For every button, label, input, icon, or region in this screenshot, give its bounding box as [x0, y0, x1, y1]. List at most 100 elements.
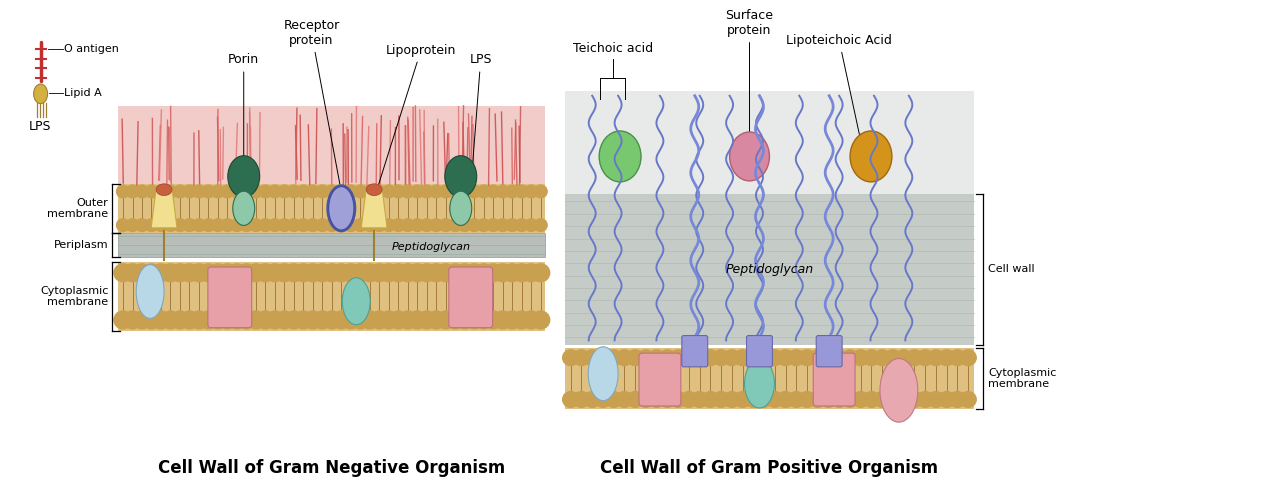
Circle shape [135, 185, 148, 198]
Circle shape [670, 392, 686, 407]
Text: Porin: Porin [229, 53, 259, 186]
Ellipse shape [366, 184, 382, 196]
Circle shape [448, 185, 462, 198]
Circle shape [126, 185, 139, 198]
Circle shape [766, 392, 783, 407]
Circle shape [475, 264, 493, 282]
Circle shape [420, 219, 433, 231]
Circle shape [342, 264, 360, 282]
Circle shape [313, 311, 332, 329]
Circle shape [114, 311, 132, 329]
Circle shape [345, 185, 358, 198]
Circle shape [522, 264, 540, 282]
Circle shape [304, 311, 322, 329]
Circle shape [342, 311, 360, 329]
Circle shape [268, 219, 281, 231]
Circle shape [180, 311, 198, 329]
Circle shape [183, 185, 195, 198]
Text: Cell wall: Cell wall [988, 265, 1036, 274]
Circle shape [734, 350, 751, 366]
Circle shape [392, 185, 405, 198]
Circle shape [724, 350, 739, 366]
Circle shape [638, 350, 654, 366]
Circle shape [842, 350, 858, 366]
Circle shape [276, 311, 294, 329]
Circle shape [531, 264, 549, 282]
Circle shape [494, 311, 512, 329]
Ellipse shape [156, 184, 172, 196]
Text: LPS: LPS [28, 120, 51, 133]
Text: Outer
membrane: Outer membrane [47, 197, 109, 219]
Circle shape [246, 264, 264, 282]
FancyBboxPatch shape [208, 267, 252, 328]
Circle shape [506, 219, 518, 231]
Circle shape [475, 311, 493, 329]
Circle shape [190, 311, 208, 329]
Circle shape [163, 219, 178, 231]
Circle shape [799, 350, 815, 366]
Circle shape [246, 311, 264, 329]
Circle shape [573, 350, 590, 366]
Circle shape [266, 311, 283, 329]
Circle shape [360, 264, 379, 282]
Circle shape [116, 219, 129, 231]
Circle shape [465, 264, 483, 282]
Circle shape [617, 392, 632, 407]
Circle shape [467, 219, 480, 231]
Circle shape [382, 185, 396, 198]
Circle shape [354, 185, 366, 198]
Circle shape [124, 264, 142, 282]
Circle shape [484, 264, 502, 282]
Circle shape [821, 350, 836, 366]
Circle shape [810, 350, 826, 366]
Circle shape [296, 219, 310, 231]
Circle shape [227, 264, 246, 282]
Circle shape [249, 219, 262, 231]
Circle shape [724, 392, 739, 407]
Circle shape [221, 185, 234, 198]
Circle shape [605, 350, 622, 366]
Circle shape [842, 392, 858, 407]
Circle shape [458, 219, 471, 231]
Circle shape [853, 350, 868, 366]
Circle shape [788, 350, 805, 366]
Ellipse shape [137, 265, 163, 318]
Circle shape [143, 264, 161, 282]
Circle shape [315, 219, 328, 231]
Circle shape [155, 185, 167, 198]
Circle shape [430, 185, 443, 198]
Circle shape [171, 264, 189, 282]
Circle shape [756, 392, 773, 407]
Circle shape [143, 311, 161, 329]
Circle shape [174, 185, 186, 198]
Circle shape [595, 392, 610, 407]
Circle shape [649, 392, 664, 407]
Circle shape [411, 185, 424, 198]
Circle shape [276, 264, 294, 282]
Circle shape [345, 219, 358, 231]
Ellipse shape [342, 278, 370, 325]
Text: Peptidoglycan: Peptidoglycan [725, 263, 813, 276]
Circle shape [907, 392, 922, 407]
Circle shape [446, 264, 465, 282]
Circle shape [917, 350, 933, 366]
Circle shape [326, 219, 338, 231]
Text: Cell Wall of Gram Negative Organism: Cell Wall of Gram Negative Organism [158, 459, 506, 477]
Circle shape [563, 392, 578, 407]
FancyBboxPatch shape [638, 353, 681, 406]
Circle shape [885, 350, 902, 366]
Circle shape [163, 185, 178, 198]
Circle shape [171, 311, 189, 329]
Circle shape [875, 350, 890, 366]
Circle shape [146, 185, 158, 198]
Circle shape [332, 264, 350, 282]
Circle shape [907, 350, 922, 366]
Circle shape [212, 185, 225, 198]
Circle shape [135, 219, 148, 231]
Circle shape [418, 311, 435, 329]
Circle shape [949, 350, 965, 366]
Circle shape [114, 264, 132, 282]
Circle shape [446, 311, 465, 329]
FancyBboxPatch shape [813, 353, 856, 406]
Circle shape [323, 264, 341, 282]
